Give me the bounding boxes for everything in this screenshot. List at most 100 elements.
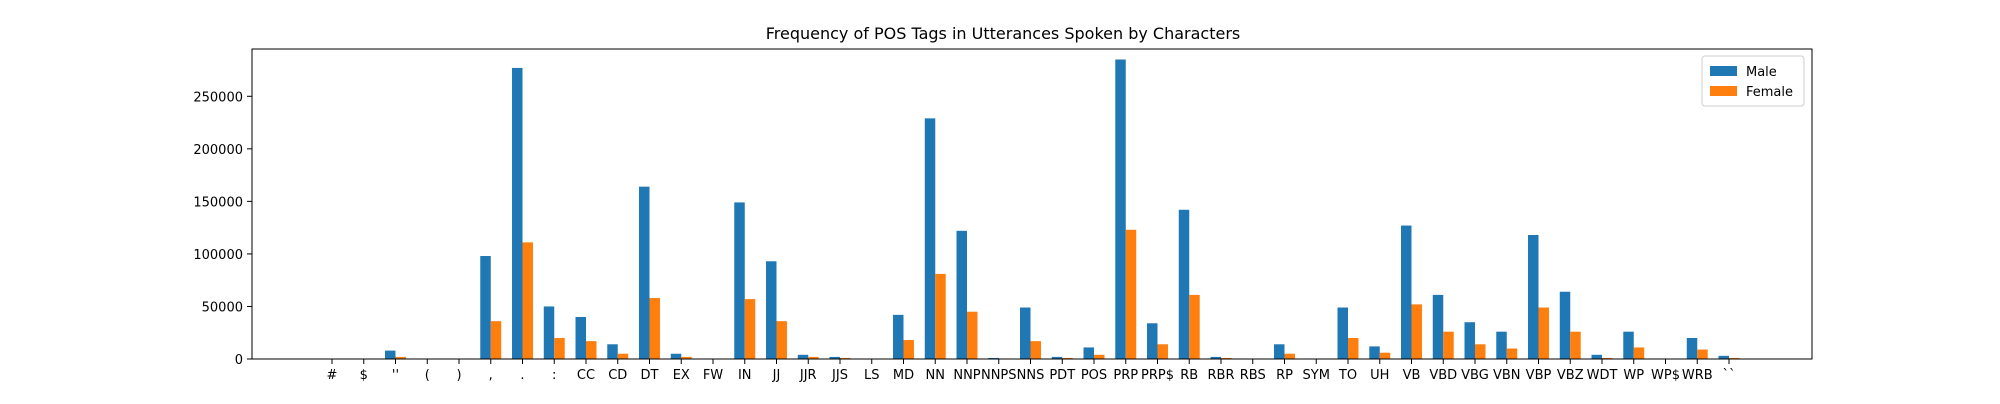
bar-male-26 [1147, 323, 1158, 359]
x-tick-label: PDT [1049, 368, 1075, 383]
x-axis: # $ ''(),.: CC CD DT EX FW IN JJ JJR JJS LS MD NN NNP NN… [327, 359, 1736, 383]
bar-female-19 [935, 273, 946, 359]
bar-female-22 [1030, 341, 1041, 359]
x-tick-label: IN [738, 368, 752, 383]
bar-male-16 [829, 356, 840, 359]
bar-female-11 [681, 356, 692, 359]
bar-female-26 [1157, 344, 1168, 359]
x-tick-label: `` [1723, 368, 1736, 383]
bar-female-15 [808, 356, 819, 359]
bar-male-25 [1115, 59, 1126, 359]
bar-female-14 [776, 321, 787, 359]
plot-frame [251, 48, 1813, 360]
bar-female-41 [1633, 347, 1645, 359]
x-tick-label: JJR [799, 368, 817, 383]
bar-female-24 [1094, 354, 1105, 359]
legend: Male Female [1701, 55, 1805, 107]
x-tick-label: CD [608, 368, 627, 383]
x-tick-label: POS [1081, 368, 1107, 383]
bar-female-34 [1411, 304, 1422, 359]
x-tick-label: VBG [1461, 368, 1489, 383]
x-tick-label: , [489, 368, 493, 383]
bar-male-8 [575, 316, 586, 359]
bar-male-38 [1528, 235, 1539, 359]
x-tick-label: . [520, 368, 524, 383]
x-tick-label: VB [1403, 368, 1421, 383]
bar-male-24 [1083, 347, 1094, 359]
legend-swatch-male [1710, 66, 1737, 76]
x-tick-label: RBS [1240, 368, 1266, 383]
x-tick-label: $ [360, 368, 368, 383]
bar-female-20 [967, 311, 978, 359]
bar-male-39 [1559, 291, 1571, 359]
x-tick-label: JJ [772, 368, 781, 383]
bars-layer [385, 59, 1740, 360]
bar-male-27 [1178, 209, 1190, 359]
y-tick-label: 250000 [193, 90, 243, 105]
x-tick-label: '' [392, 368, 399, 383]
x-tick-label: WDT [1587, 368, 1618, 383]
x-tick-label: NNS [1017, 368, 1045, 383]
bar-male-14 [766, 261, 777, 359]
x-tick-label: # [327, 368, 338, 383]
x-tick-label: UH [1370, 368, 1389, 383]
bar-female-18 [903, 340, 914, 359]
bar-male-18 [893, 314, 904, 359]
bar-female-2 [395, 356, 406, 359]
x-tick-label: CC [577, 368, 595, 383]
bar-female-40 [1602, 357, 1613, 359]
bar-female-10 [649, 298, 660, 359]
bar-male-34 [1401, 225, 1412, 359]
bar-male-6 [512, 67, 523, 360]
bar-female-28 [1221, 357, 1232, 359]
x-tick-label: VBN [1493, 368, 1521, 383]
bar-male-19 [924, 118, 936, 359]
bar-male-11 [670, 353, 682, 359]
x-tick-label: VBZ [1557, 368, 1584, 383]
bar-female-27 [1189, 294, 1200, 359]
x-tick-label: : [552, 368, 556, 383]
x-tick-label: ) [456, 368, 461, 383]
bar-female-38 [1538, 307, 1549, 359]
bar-male-2 [385, 350, 396, 359]
bar-male-33 [1369, 346, 1380, 359]
bar-female-7 [554, 337, 565, 359]
x-tick-label: FW [703, 368, 723, 383]
legend-swatch-female [1710, 86, 1737, 96]
bar-male-41 [1623, 331, 1634, 359]
legend-label-female: Female [1746, 85, 1793, 100]
x-tick-label: LS [864, 368, 880, 383]
x-tick-label: VBD [1429, 368, 1457, 383]
bar-female-43 [1697, 349, 1708, 359]
bar-female-37 [1506, 348, 1518, 359]
bar-female-5 [490, 321, 502, 359]
bar-female-9 [617, 353, 629, 359]
bar-female-25 [1125, 229, 1137, 359]
y-tick-label: 100000 [193, 248, 243, 263]
bar-female-30 [1284, 353, 1295, 359]
y-tick-label: 50000 [202, 300, 243, 315]
x-tick-label: ( [425, 368, 430, 383]
bar-male-9 [607, 344, 618, 359]
x-tick-label: RP [1276, 368, 1293, 383]
x-tick-label: MD [893, 368, 914, 383]
y-tick-label: 0 [235, 353, 243, 368]
bar-male-35 [1432, 294, 1444, 359]
y-axis: 0 50000 100000 150000 200000 250000 [193, 90, 252, 368]
bar-male-23 [1051, 356, 1063, 359]
bar-male-7 [543, 306, 555, 359]
bar-male-22 [1020, 307, 1031, 359]
bar-male-20 [956, 230, 967, 359]
bar-female-32 [1348, 337, 1359, 359]
x-tick-label: WP [1623, 368, 1644, 383]
bar-female-13 [744, 299, 756, 359]
bar-female-33 [1379, 352, 1391, 359]
x-tick-label: SYM [1303, 368, 1330, 383]
x-tick-label: NN [926, 368, 945, 383]
bar-female-16 [840, 357, 851, 359]
bar-female-36 [1475, 344, 1486, 359]
x-tick-label: PRP$ [1141, 368, 1174, 383]
bar-male-40 [1591, 354, 1602, 359]
x-tick-label: RBR [1208, 368, 1235, 383]
